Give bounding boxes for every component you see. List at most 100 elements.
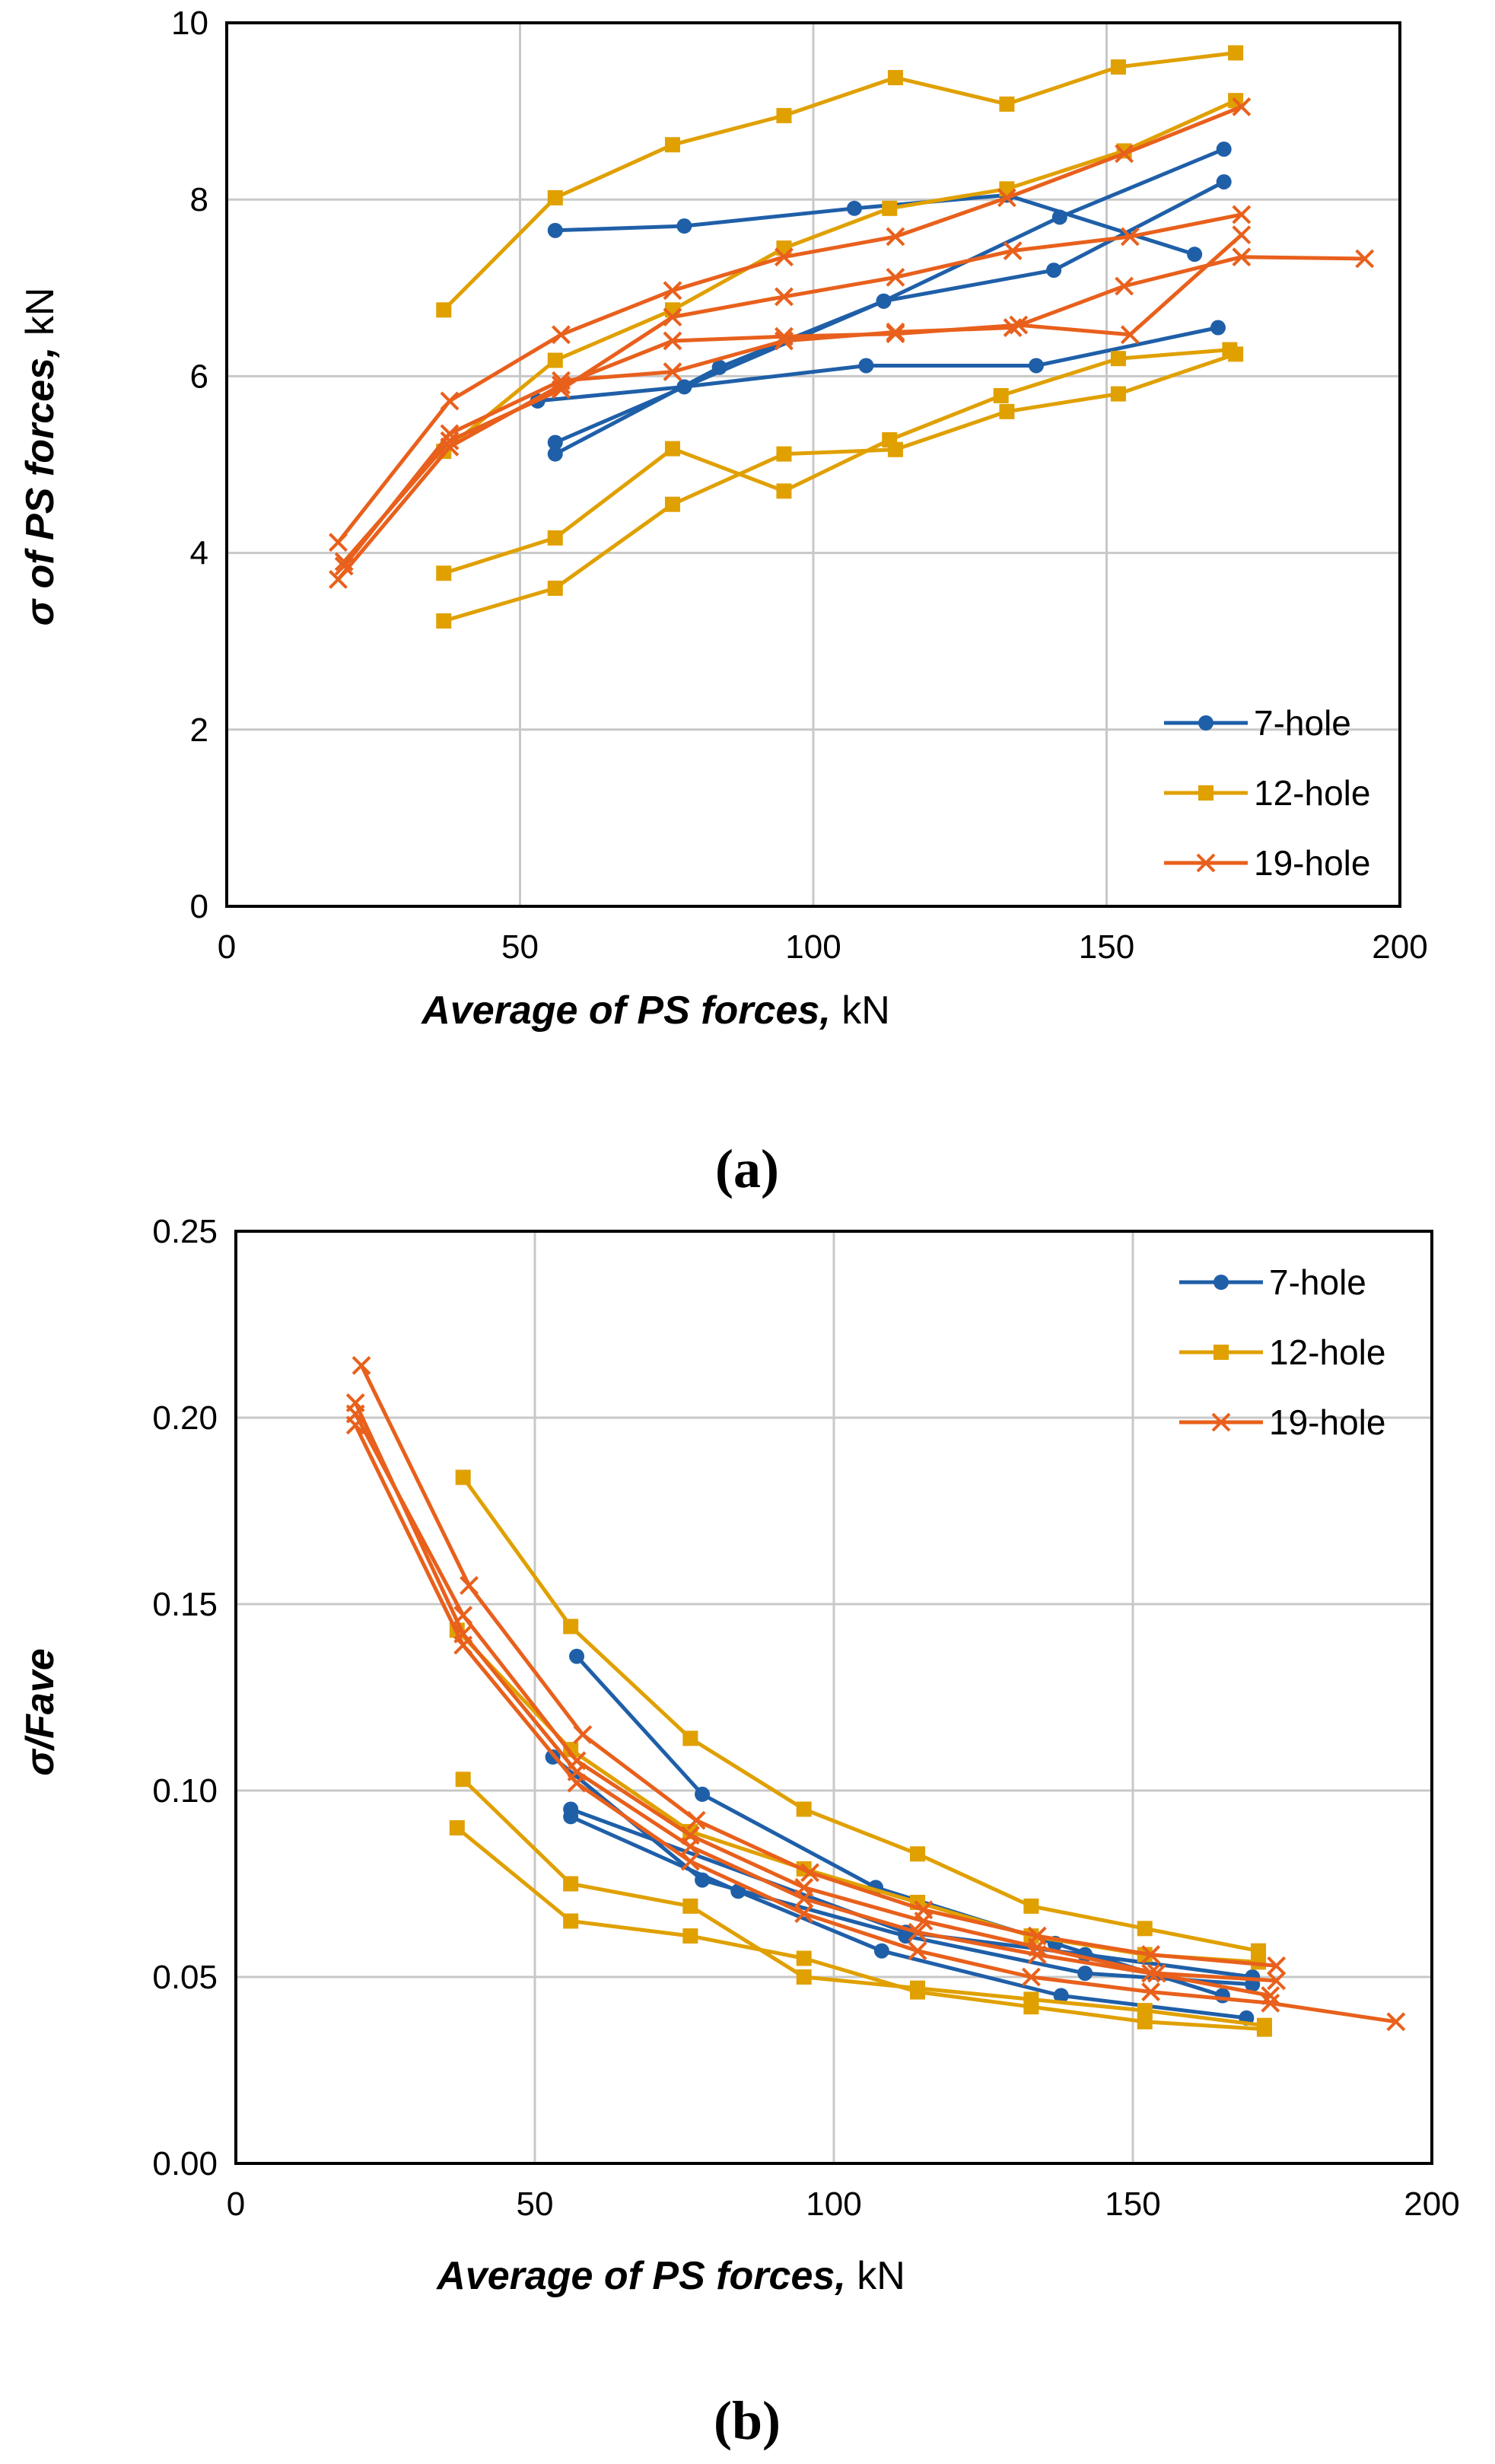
data-point (999, 96, 1015, 112)
data-point (1023, 1898, 1039, 1914)
data-point (775, 247, 794, 267)
x-tick-label: 200 (1404, 2185, 1459, 2223)
data-point (329, 533, 348, 552)
panel-b-label: (b) (714, 2390, 781, 2451)
data-point (1046, 263, 1062, 279)
y-tick-label: 2 (190, 712, 208, 749)
data-point (1027, 1937, 1047, 1957)
legend-label: 12-hole (1269, 1332, 1385, 1372)
legend-label: 19-hole (1254, 843, 1370, 883)
legend-label: 12-hole (1254, 773, 1370, 813)
data-point (873, 1943, 889, 1959)
data-point (800, 1863, 819, 1883)
data-point (1232, 205, 1252, 224)
data-point (1137, 1921, 1153, 1937)
y-tick-label: 0 (190, 888, 208, 925)
panel-a: 0 50 100 150 200 0 2 4 6 8 10 Average of PS forces… (18, 5, 1428, 1199)
data-point (345, 1404, 365, 1424)
data-point (1228, 346, 1244, 362)
data-point (1141, 1982, 1160, 2002)
panel-a-x-axis-title: Average of PS forces, kN (420, 988, 890, 1033)
data-point (1077, 1966, 1093, 1982)
panel-a-legend: 7-hole 12-hole 19-hole (1164, 703, 1370, 883)
data-point (794, 1904, 814, 1924)
data-point (1267, 1956, 1287, 1975)
series-line (455, 1628, 1259, 1964)
legend-label: 7-hole (1269, 1262, 1366, 1302)
data-point (460, 1576, 479, 1595)
data-point (547, 530, 563, 546)
y-tick-label: 0.00 (152, 2145, 218, 2182)
data-point (663, 307, 682, 327)
panel-b-legend: 7-hole 12-hole 19-hole (1179, 1262, 1385, 1442)
data-point (999, 403, 1015, 419)
data-point (882, 200, 898, 216)
series-19-hole (345, 1404, 1287, 1991)
data-point (1198, 715, 1213, 731)
y-tick-label: 0.15 (152, 1586, 218, 1623)
series-line (359, 1364, 1277, 1968)
legend-item: 12-hole (1164, 773, 1370, 813)
data-point (1021, 1967, 1041, 1987)
data-point (663, 281, 682, 301)
x-tick-label: 0 (227, 2185, 245, 2223)
data-point (887, 441, 903, 457)
data-point (1187, 247, 1203, 263)
data-point (1023, 1999, 1039, 2015)
y-tick-label: 0.10 (152, 1772, 218, 1810)
data-point (908, 1922, 927, 1942)
data-point (680, 1826, 700, 1845)
data-point (914, 1912, 934, 1931)
legend-label: 19-hole (1269, 1402, 1385, 1442)
data-point (663, 331, 682, 351)
data-point (1267, 1971, 1287, 1991)
data-point (1198, 785, 1213, 801)
series-line (461, 1778, 1265, 2028)
legend-item: 19-hole (1179, 1402, 1385, 1442)
data-point (846, 200, 862, 216)
series-19-hole (345, 1393, 1280, 2005)
data-point (563, 1809, 579, 1825)
data-point (1232, 247, 1252, 267)
x-tick-label: 100 (806, 2185, 861, 2223)
data-point (455, 1772, 471, 1788)
panel-b-y-axis-title: σ/Fave (18, 1648, 62, 1775)
series-line (461, 1476, 1259, 1953)
data-point (876, 293, 892, 309)
data-point (695, 1872, 711, 1888)
data-point (1228, 45, 1244, 61)
data-point (1261, 1993, 1280, 2013)
legend-label: 7-hole (1254, 703, 1351, 743)
data-point (1115, 276, 1134, 296)
data-point (436, 613, 452, 629)
series-19-hole (334, 247, 1375, 576)
series-line (342, 255, 1365, 568)
x-tick-label: 0 (218, 928, 236, 966)
data-point (886, 267, 905, 287)
data-point (455, 1469, 471, 1485)
data-point (1110, 59, 1126, 75)
data-point (567, 1773, 587, 1793)
data-point (1137, 2014, 1153, 2029)
x-tick-label: 50 (501, 928, 539, 966)
data-point (711, 359, 727, 375)
data-point (1216, 142, 1232, 158)
data-point (1028, 358, 1044, 374)
data-point (664, 496, 680, 512)
data-point (547, 435, 563, 450)
data-point (910, 1846, 926, 1862)
panel-b-frame (234, 1230, 1433, 2165)
data-point (552, 325, 571, 345)
data-point (997, 188, 1016, 208)
y-tick-label: 6 (190, 358, 208, 395)
data-point (682, 1928, 698, 1944)
data-point (775, 331, 794, 351)
data-point (567, 1751, 587, 1771)
data-point (1232, 225, 1252, 245)
data-point (886, 227, 905, 247)
data-point (329, 570, 348, 589)
data-point (569, 1648, 585, 1664)
data-point (908, 1941, 927, 1961)
data-point (1256, 2021, 1272, 2037)
